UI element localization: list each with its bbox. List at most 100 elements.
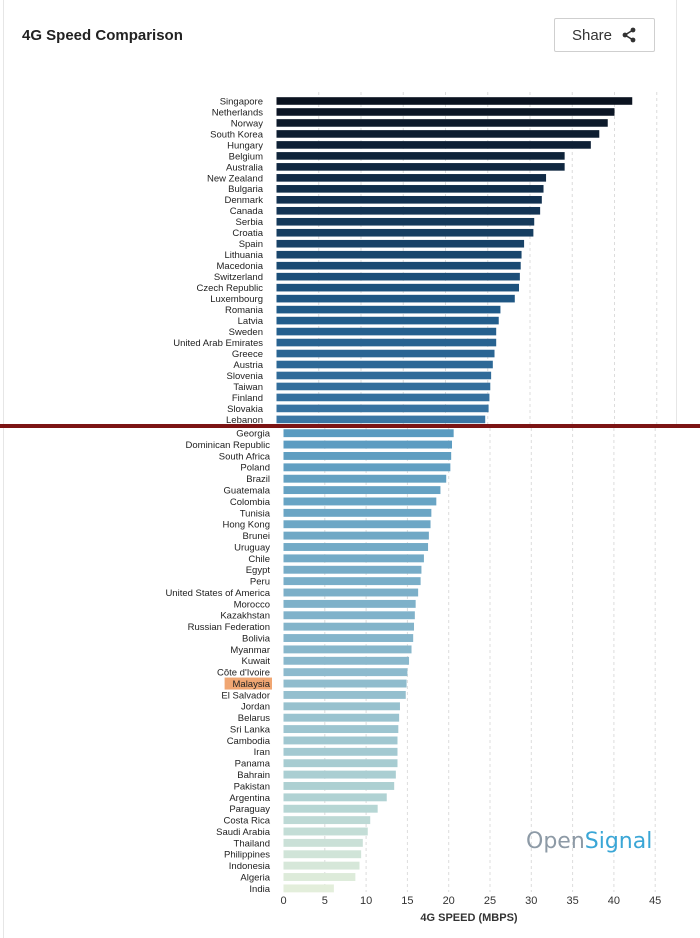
- bar-new-zealand: [276, 174, 547, 182]
- category-label: Jordan: [241, 702, 270, 713]
- opensignal-logo: OpenSignal: [526, 829, 652, 854]
- bar-netherlands: [276, 108, 615, 116]
- category-label: Finland: [232, 393, 263, 404]
- frame-right-edge: [676, 0, 677, 428]
- category-label: United States of America: [165, 588, 270, 599]
- category-label: United Arab Emirates: [173, 338, 263, 349]
- category-label: Bahrain: [237, 770, 270, 781]
- category-label: Bulgaria: [228, 184, 264, 195]
- category-label: Indonesia: [229, 861, 271, 872]
- category-label: Denmark: [224, 195, 263, 206]
- x-tick-label: 15: [401, 895, 413, 907]
- bar-hungary: [276, 141, 591, 149]
- highlight-marker: [224, 677, 272, 690]
- category-label: Greece: [232, 349, 263, 360]
- category-label: South Africa: [219, 451, 271, 462]
- bar-luxembourg: [276, 294, 515, 303]
- chart-title: 4G Speed Comparison: [22, 27, 183, 44]
- category-label: Slovenia: [227, 371, 264, 382]
- category-label: Belgium: [229, 151, 263, 162]
- x-tick-label: 30: [525, 895, 537, 907]
- bar-colombia: [283, 497, 437, 506]
- share-button[interactable]: Share: [554, 18, 655, 52]
- category-label: Lithuania: [224, 250, 263, 261]
- bar-algeria: [283, 873, 356, 881]
- category-label: Spain: [239, 239, 263, 250]
- category-label: Sweden: [229, 327, 263, 338]
- bar-austria: [276, 360, 493, 369]
- x-tick-label: 35: [566, 895, 578, 907]
- category-label: Hungary: [227, 140, 263, 151]
- category-label: Lebanon: [226, 415, 263, 426]
- bar-taiwan: [276, 382, 491, 391]
- category-label: Netherlands: [212, 107, 263, 118]
- share-icon: [622, 27, 636, 43]
- x-axis: 0 5 10 15 20 25 30 35 40 45 4G SPEED (MBPS): [280, 895, 661, 924]
- bar-saudi-arabia: [283, 827, 368, 836]
- category-label: Croatia: [232, 228, 263, 239]
- bar-el-salvador: [283, 690, 406, 699]
- category-label: Iran: [254, 747, 270, 758]
- category-label: Costa Rica: [224, 816, 271, 827]
- bar-singapore: [276, 97, 633, 105]
- x-tick-label: 25: [484, 895, 496, 907]
- bar-uruguay: [283, 543, 429, 551]
- bar-lithuania: [276, 250, 522, 259]
- bar-united-arab-emirates: [276, 338, 497, 347]
- category-label: Pakistan: [234, 781, 270, 792]
- category-label: Brunei: [243, 531, 270, 542]
- bar-sweden: [276, 327, 497, 336]
- bar-iran: [283, 747, 398, 756]
- category-label: Panama: [235, 759, 271, 770]
- bar-thailand: [283, 838, 363, 847]
- bar-c-te-d-ivoire: [283, 668, 408, 677]
- share-label: Share: [571, 26, 613, 44]
- bar-kazakhstan: [283, 611, 415, 620]
- category-label: Slovakia: [227, 404, 264, 415]
- category-label: Poland: [240, 463, 270, 474]
- category-label: Bolivia: [242, 633, 271, 644]
- bar-pakistan: [283, 782, 395, 790]
- category-label: Latvia: [238, 316, 264, 327]
- category-label: Philippines: [224, 850, 270, 861]
- bar-czech-republic: [276, 283, 520, 292]
- bar-slovenia: [276, 371, 492, 380]
- category-label: Kazakhstan: [220, 611, 270, 622]
- category-label: Serbia: [236, 217, 264, 228]
- category-label: Chile: [248, 554, 270, 565]
- bar-spain: [276, 239, 525, 248]
- bar-costa-rica: [283, 816, 371, 825]
- category-label: Australia: [226, 162, 264, 173]
- x-axis-title: 4G SPEED (MBPS): [420, 912, 518, 924]
- category-label: Russian Federation: [188, 622, 270, 633]
- category-label: India: [249, 884, 270, 895]
- category-label: Czech Republic: [196, 283, 263, 294]
- bar-slovakia: [276, 404, 489, 413]
- bar-lebanon: [276, 415, 486, 424]
- category-label: Canada: [230, 206, 264, 217]
- category-label: Macedonia: [217, 261, 264, 272]
- category-label: Luxembourg: [210, 294, 263, 305]
- category-label: Egypt: [246, 565, 271, 576]
- x-tick-label: 45: [649, 895, 661, 907]
- category-label: Paraguay: [229, 804, 270, 815]
- category-label: Saudi Arabia: [216, 827, 271, 838]
- category-label: Myanmar: [230, 645, 270, 656]
- bar-canada: [276, 206, 541, 215]
- bar-india: [283, 884, 334, 893]
- bar-united-states-of-america: [283, 588, 419, 597]
- bar-denmark: [276, 196, 542, 204]
- category-label: Peru: [250, 577, 270, 588]
- category-label: Singapore: [220, 96, 263, 107]
- category-label: Argentina: [229, 793, 270, 804]
- x-tick-label: 40: [608, 895, 620, 907]
- category-label: Norway: [231, 118, 263, 129]
- bar-bolivia: [283, 634, 414, 642]
- logo-part-open: Open: [526, 829, 585, 854]
- bar-philippines: [283, 850, 362, 859]
- category-label: Côte d'Ivoire: [217, 668, 270, 679]
- category-label: Romania: [225, 305, 264, 316]
- bar-greece: [276, 349, 495, 358]
